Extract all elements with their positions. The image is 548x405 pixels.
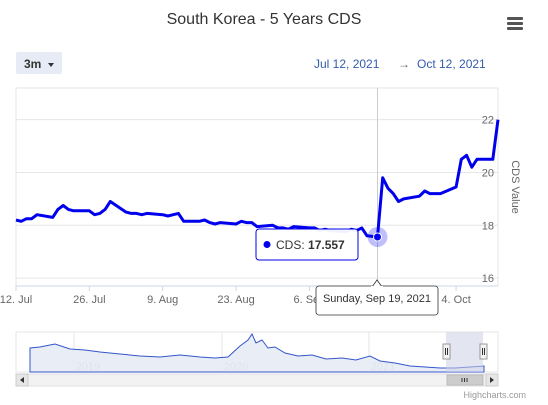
range-separator-arrow: →: [398, 57, 410, 71]
tooltip: CDS: 17.557: [255, 228, 359, 261]
navigator-handle-left[interactable]: [442, 343, 451, 360]
x-tick-label: 4. Oct: [441, 294, 470, 306]
range-button-label: 3m: [24, 57, 41, 71]
x-tick-label: 26. Jul: [73, 294, 105, 306]
crosshair-date-label: Sunday, Sep 19, 2021: [315, 279, 439, 316]
arrow-left-icon: [20, 377, 24, 383]
caret-down-icon: [48, 63, 54, 67]
y-tick-label: 22: [482, 115, 494, 127]
range-from-date[interactable]: Jul 12, 2021: [314, 57, 380, 71]
y-tick-label: 16: [482, 273, 494, 285]
x-tick-label: 9. Aug: [147, 294, 178, 306]
y-tick-label: 18: [482, 220, 494, 232]
tooltip-text: CDS: 17.557: [276, 238, 345, 252]
range-button-3m[interactable]: 3m: [16, 52, 62, 74]
navigator-handle-right[interactable]: [479, 343, 488, 360]
y-tick-label: 20: [482, 167, 494, 179]
scrollbar[interactable]: [15, 373, 499, 387]
navigator-mask-selected[interactable]: [446, 332, 483, 372]
crosshair-pointer-mask: [371, 286, 383, 288]
chart-title: South Korea - 5 Years CDS: [167, 11, 362, 28]
navigator-series: [29, 332, 485, 373]
highcharts-credit[interactable]: Highcharts.com: [463, 390, 526, 400]
tooltip-box: [255, 228, 359, 261]
x-tick-label: 23. Aug: [217, 294, 254, 306]
tooltip-series-dot: [263, 241, 271, 248]
series-line-cds: [15, 119, 500, 239]
y-axis-title: CDS Value: [509, 160, 521, 214]
scrollbar-track[interactable]: [15, 373, 499, 387]
hamburger-menu-icon[interactable]: [506, 14, 524, 32]
hover-marker[interactable]: [373, 232, 382, 242]
range-to-date[interactable]: Oct 12, 2021: [417, 57, 486, 71]
navigator[interactable]: 201920202021: [15, 331, 499, 373]
x-tick-label: 12. Jul: [0, 294, 32, 306]
y-axis-ticks: 16 18 20 22: [482, 115, 494, 285]
series-points: [15, 119, 499, 237]
arrow-right-icon: [490, 377, 494, 383]
crosshair-date-pointer: [371, 279, 383, 288]
crosshair-date-text: Sunday, Sep 19, 2021: [323, 293, 431, 305]
